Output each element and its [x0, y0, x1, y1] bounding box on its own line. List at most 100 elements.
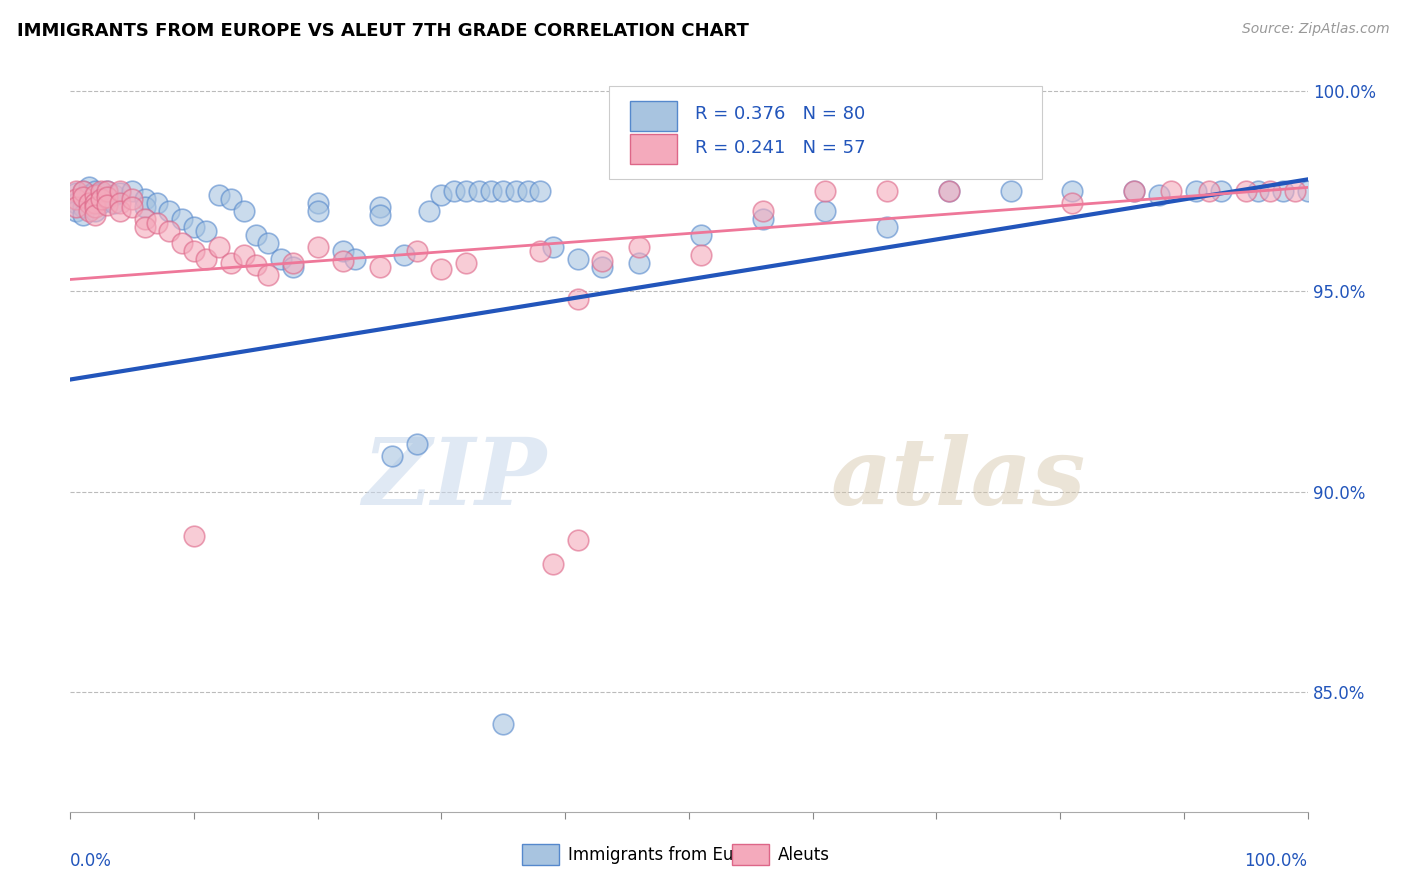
Point [1260, 185, 1282, 199]
Point [307, 240, 329, 254]
Point [281, 260, 304, 275]
Point [65, 185, 87, 199]
Point [492, 185, 515, 199]
Point [96, 185, 118, 199]
Point [134, 193, 156, 207]
Point [1123, 185, 1146, 199]
Point [108, 186, 131, 201]
Point [96, 185, 118, 199]
Point [77, 204, 100, 219]
Point [332, 244, 354, 259]
Point [467, 185, 489, 199]
Point [938, 185, 960, 199]
Point [1123, 185, 1146, 199]
Point [195, 252, 218, 267]
Point [65, 201, 87, 215]
Point [1062, 185, 1084, 199]
Point [628, 240, 651, 254]
Point [567, 252, 589, 267]
Bar [630, 101, 676, 130]
Point [134, 220, 156, 235]
Point [170, 236, 193, 251]
Point [752, 212, 775, 227]
Point [405, 436, 427, 450]
Point [245, 228, 267, 243]
Point [108, 204, 131, 219]
Point [443, 185, 465, 199]
Bar [733, 845, 769, 865]
Point [219, 193, 242, 207]
Point [567, 293, 589, 307]
Text: ZIP: ZIP [363, 434, 547, 524]
Point [72, 190, 94, 204]
Point [1209, 185, 1232, 199]
Point [1234, 185, 1257, 199]
Point [628, 256, 651, 270]
Point [430, 188, 453, 202]
Point [84, 201, 107, 215]
Point [96, 190, 118, 204]
Point [121, 193, 143, 207]
Point [157, 224, 180, 238]
Point [108, 185, 131, 199]
Point [876, 220, 898, 235]
Point [245, 259, 267, 273]
Point [430, 262, 453, 277]
Point [183, 220, 205, 235]
Point [72, 201, 94, 215]
Point [183, 244, 205, 259]
Point [505, 185, 527, 199]
Point [77, 196, 100, 211]
Point [690, 228, 713, 243]
Point [257, 268, 280, 283]
Point [170, 212, 193, 227]
Point [77, 180, 100, 194]
Text: Immigrants from Europe: Immigrants from Europe [568, 846, 770, 863]
Point [368, 209, 391, 223]
Point [72, 185, 94, 199]
Point [84, 196, 107, 211]
Point [1296, 185, 1319, 199]
Point [84, 185, 107, 199]
Point [90, 186, 112, 201]
Point [1160, 185, 1182, 199]
Point [72, 193, 94, 207]
Point [65, 186, 87, 201]
Point [96, 198, 118, 212]
Point [103, 188, 125, 202]
Point [84, 188, 107, 202]
Point [84, 204, 107, 219]
Point [232, 248, 254, 262]
Point [343, 252, 366, 267]
FancyBboxPatch shape [609, 87, 1042, 178]
Point [90, 193, 112, 207]
Point [219, 256, 242, 270]
Point [281, 256, 304, 270]
Point [108, 196, 131, 211]
Point [146, 216, 169, 230]
Point [96, 193, 118, 207]
Point [84, 209, 107, 223]
Text: R = 0.241   N = 57: R = 0.241 N = 57 [695, 139, 866, 157]
Point [208, 188, 231, 202]
Point [146, 196, 169, 211]
Point [541, 557, 564, 571]
Point [65, 193, 87, 207]
Point [752, 204, 775, 219]
Point [938, 185, 960, 199]
Point [1185, 185, 1208, 199]
Point [541, 240, 564, 254]
Point [368, 260, 391, 275]
Point [1000, 185, 1022, 199]
Point [65, 196, 87, 211]
Text: IMMIGRANTS FROM EUROPE VS ALEUT 7TH GRADE CORRELATION CHART: IMMIGRANTS FROM EUROPE VS ALEUT 7TH GRAD… [17, 22, 749, 40]
Point [90, 196, 112, 211]
Point [1247, 185, 1270, 199]
Text: 0.0%: 0.0% [70, 853, 112, 871]
Point [90, 185, 112, 199]
Point [567, 533, 589, 547]
Point [876, 185, 898, 199]
Point [134, 212, 156, 227]
Point [1271, 185, 1294, 199]
Point [405, 244, 427, 259]
